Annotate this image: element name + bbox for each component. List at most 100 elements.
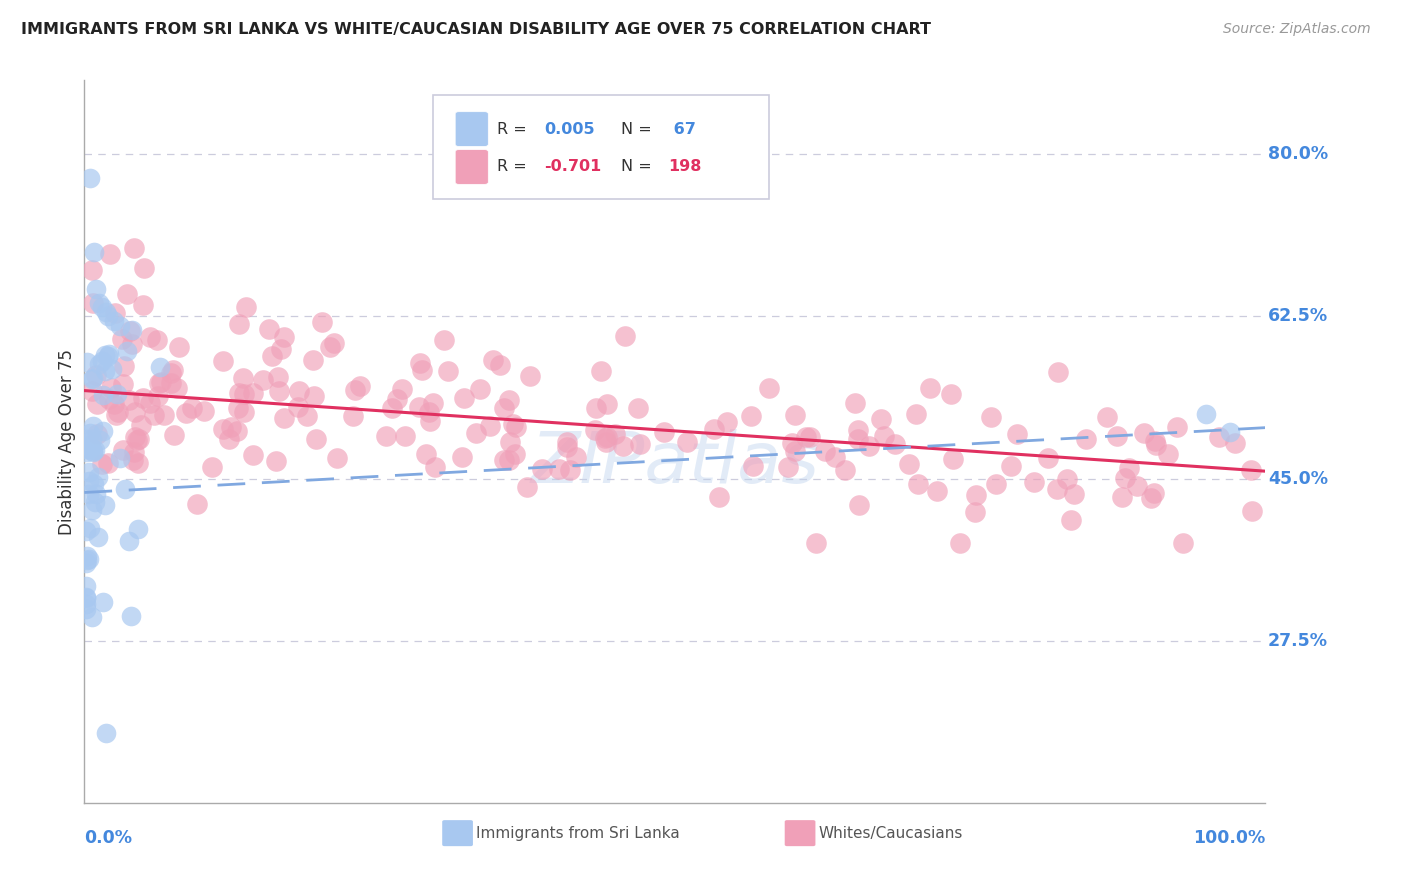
Point [939, 387, 962, 401]
Point [125, 433, 148, 447]
Point [232, 371, 254, 385]
Text: 0.0%: 0.0% [84, 829, 132, 847]
Point [322, 335, 344, 350]
Point [1143, 486, 1166, 500]
Point [742, 458, 765, 473]
Point [124, 405, 146, 419]
Point [162, 363, 184, 377]
Text: N =: N = [620, 121, 657, 136]
Point [596, 430, 619, 444]
Point [1024, 475, 1046, 489]
Point [148, 389, 170, 403]
Point [115, 344, 138, 359]
Point [796, 430, 818, 444]
Point [91, 425, 114, 439]
Point [1111, 491, 1133, 505]
Text: -0.701: -0.701 [544, 160, 600, 175]
Point [242, 448, 264, 462]
Point [118, 392, 141, 407]
Point [846, 423, 869, 437]
Point [596, 397, 619, 411]
Point [391, 382, 413, 396]
Point [201, 459, 224, 474]
Point [583, 424, 606, 438]
Point [211, 421, 233, 435]
Point [1144, 438, 1167, 452]
Point [1038, 450, 1060, 465]
Point [112, 359, 135, 374]
Point [297, 409, 319, 423]
Point [176, 406, 198, 420]
Point [86, 396, 108, 410]
Point [927, 483, 949, 498]
Point [489, 358, 512, 372]
Point [100, 362, 122, 376]
Point [77, 486, 100, 500]
Point [121, 336, 143, 351]
Point [1063, 486, 1085, 500]
Point [1144, 434, 1167, 448]
Point [121, 452, 143, 467]
Text: R =: R = [496, 160, 531, 175]
FancyBboxPatch shape [443, 820, 472, 847]
Point [344, 383, 367, 397]
Point [87, 295, 110, 310]
Point [1208, 430, 1230, 444]
Point [965, 488, 987, 502]
Point [232, 405, 254, 419]
Y-axis label: Disability Age Over 75: Disability Age Over 75 [58, 349, 76, 534]
Point [94, 348, 117, 362]
Point [1105, 429, 1128, 443]
Text: Whites/Caucasians: Whites/Caucasians [818, 826, 963, 840]
Point [115, 286, 138, 301]
Point [595, 431, 617, 445]
Point [920, 381, 942, 395]
Text: Source: ZipAtlas.com: Source: ZipAtlas.com [1223, 22, 1371, 37]
Point [79, 425, 101, 440]
Point [75, 557, 97, 571]
Point [780, 436, 803, 450]
Point [127, 456, 149, 470]
FancyBboxPatch shape [456, 150, 488, 185]
Point [226, 425, 249, 439]
Point [1056, 472, 1078, 486]
Point [326, 450, 349, 465]
Point [652, 425, 675, 439]
Point [411, 362, 433, 376]
Point [83, 477, 105, 491]
Point [84, 282, 107, 296]
Point [79, 552, 101, 566]
Point [301, 353, 323, 368]
Point [138, 330, 160, 344]
Point [846, 432, 869, 446]
Point [1140, 491, 1163, 506]
Point [93, 595, 115, 609]
Point [242, 386, 264, 401]
Point [799, 430, 821, 444]
Point [94, 305, 117, 319]
Point [76, 549, 98, 564]
Point [266, 370, 288, 384]
Point [97, 456, 120, 470]
Point [82, 445, 104, 459]
Point [211, 354, 233, 368]
Point [1005, 427, 1028, 442]
Point [75, 590, 97, 604]
Point [80, 609, 103, 624]
Point [1076, 433, 1098, 447]
Point [79, 170, 101, 185]
Point [75, 579, 97, 593]
Point [82, 371, 104, 385]
Point [555, 434, 578, 449]
Point [304, 432, 326, 446]
Point [415, 447, 437, 461]
Point [82, 503, 104, 517]
Point [451, 450, 474, 464]
Point [907, 477, 929, 491]
Point [498, 453, 520, 467]
Point [114, 483, 136, 497]
Point [163, 428, 186, 442]
Point [898, 457, 921, 471]
Point [498, 434, 520, 449]
Point [94, 726, 117, 740]
